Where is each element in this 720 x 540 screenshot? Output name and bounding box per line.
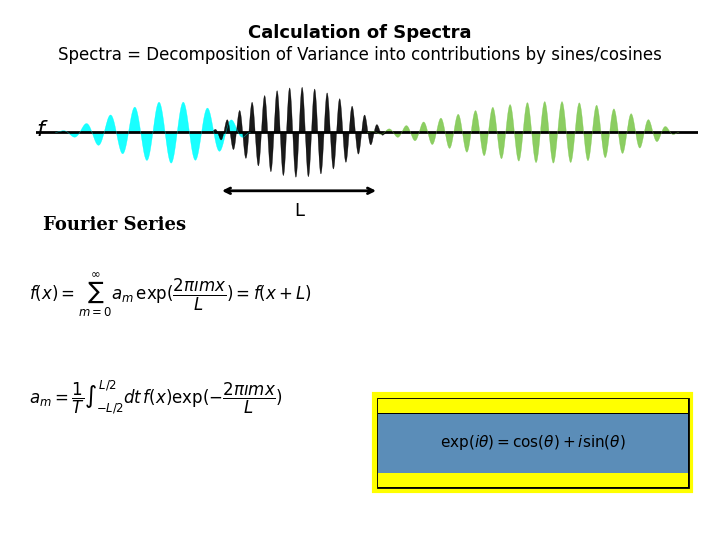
- FancyBboxPatch shape: [378, 399, 688, 413]
- Text: $f(x)=\sum_{m=0}^{\infty}a_m\,\exp(\dfrac{2\pi\imath mx}{L})=f(x+L)$: $f(x)=\sum_{m=0}^{\infty}a_m\,\exp(\dfra…: [29, 270, 312, 319]
- Text: $\exp(i\theta)=\cos(\theta)+i\sin(\theta)$: $\exp(i\theta)=\cos(\theta)+i\sin(\theta…: [440, 433, 626, 453]
- Text: Fourier Series: Fourier Series: [43, 216, 186, 234]
- Text: $f$: $f$: [36, 120, 49, 140]
- FancyBboxPatch shape: [378, 472, 688, 487]
- Text: Calculation of Spectra: Calculation of Spectra: [248, 24, 472, 42]
- Text: L: L: [294, 202, 304, 220]
- Text: Spectra = Decomposition of Variance into contributions by sines/cosines: Spectra = Decomposition of Variance into…: [58, 46, 662, 64]
- FancyBboxPatch shape: [378, 414, 688, 472]
- FancyBboxPatch shape: [378, 399, 688, 487]
- FancyBboxPatch shape: [374, 394, 691, 491]
- Text: $a_m=\dfrac{1}{T}\int_{-L/2}^{L/2}dt\,f(x)\exp(-\dfrac{2\pi\imath mx}{L})$: $a_m=\dfrac{1}{T}\int_{-L/2}^{L/2}dt\,f(…: [29, 378, 283, 416]
